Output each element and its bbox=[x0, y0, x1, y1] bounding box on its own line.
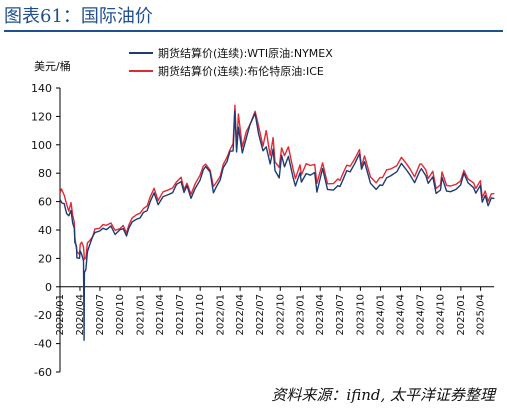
x-tick-label: 2021/01 bbox=[135, 294, 146, 336]
series-layer bbox=[59, 104, 495, 341]
x-tick-label: 2024/10 bbox=[436, 294, 447, 336]
y-axis: -60 -40 -20 0 20 40 60 80 100 120 140 bbox=[31, 82, 61, 379]
x-tick-label: 2024/07 bbox=[415, 294, 426, 336]
y-tick-label: 40 bbox=[38, 224, 52, 237]
figure-title: 图表61：国际油价 bbox=[4, 2, 503, 32]
x-tick-label: 2024/04 bbox=[396, 294, 407, 336]
y-tick-label: -40 bbox=[34, 338, 52, 351]
y-tick-label: 0 bbox=[45, 281, 52, 294]
oil-price-chart: 美元/桶 -60 -40 -20 0 20 40 60 80 100 120 140 2020/01… bbox=[31, 46, 495, 379]
x-tick-label: 2022/07 bbox=[255, 294, 266, 336]
x-tick-label: 2022/10 bbox=[275, 294, 286, 336]
y-tick-label: 60 bbox=[38, 196, 52, 209]
series-line-1 bbox=[59, 104, 495, 261]
x-tick-label: 2020/01 bbox=[55, 294, 66, 336]
x-tick-label: 2024/01 bbox=[376, 294, 387, 336]
x-tick-label: 2021/10 bbox=[195, 294, 206, 336]
x-tick-label: 2021/07 bbox=[175, 294, 186, 336]
x-tick-label: 2025/04 bbox=[476, 294, 487, 336]
x-tick-label: 2020/04 bbox=[75, 294, 86, 336]
x-tick-label: 2025/01 bbox=[456, 294, 467, 336]
x-tick-label: 2023/01 bbox=[295, 294, 306, 336]
y-axis-unit-label: 美元/桶 bbox=[34, 59, 71, 73]
x-tick-label: 2023/04 bbox=[315, 294, 326, 336]
series-line-0 bbox=[59, 110, 495, 341]
x-tick-label: 2023/10 bbox=[355, 294, 366, 336]
x-axis: 2020/01 2020/04 2020/07 2020/10 2021/01 2021/… bbox=[55, 286, 494, 336]
x-tick-label: 2020/10 bbox=[115, 294, 126, 336]
y-tick-label: -20 bbox=[34, 309, 52, 322]
x-tick-label: 2022/04 bbox=[235, 294, 246, 336]
y-tick-label: 140 bbox=[31, 82, 52, 95]
source-note: 资料来源：ifind, 太平洋证券整理 bbox=[271, 386, 495, 404]
legend-label-0: 期货结算价(连续):WTI原油:NYMEX bbox=[158, 46, 333, 60]
legend: 期货结算价(连续):WTI原油:NYMEX 期货结算价(连续):布伦特原油:ICE bbox=[129, 46, 333, 78]
legend-label-1: 期货结算价(连续):布伦特原油:ICE bbox=[158, 64, 324, 78]
x-tick-label: 2022/01 bbox=[215, 294, 226, 336]
y-tick-label: 80 bbox=[38, 167, 52, 180]
y-tick-label: 120 bbox=[31, 110, 52, 123]
y-tick-label: 100 bbox=[31, 139, 52, 152]
y-tick-label: -60 bbox=[34, 366, 52, 379]
x-tick-label: 2023/07 bbox=[335, 294, 346, 336]
y-tick-label: 20 bbox=[38, 252, 52, 265]
x-tick-label: 2020/07 bbox=[95, 294, 106, 336]
x-tick-label: 2021/04 bbox=[155, 294, 166, 336]
